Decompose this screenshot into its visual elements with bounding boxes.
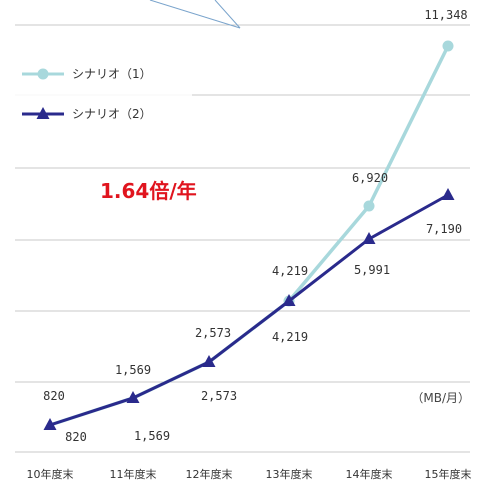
x-tick-label-3: 13年度末	[266, 467, 313, 481]
series-1-label-5: 11,348	[424, 8, 467, 22]
legend-marker-2	[36, 107, 50, 119]
series-layer	[43, 40, 455, 430]
series-1-point-5	[442, 40, 454, 52]
legend-label-1: シナリオ（1）	[72, 67, 152, 81]
growth-annotation: 1.64倍/年	[100, 179, 197, 203]
series-2-point-2	[202, 355, 216, 367]
x-tick-label-5: 15年度末	[425, 467, 472, 481]
series-1-point-4	[363, 200, 375, 212]
label-top-1: 1,569	[115, 363, 151, 377]
series-1-label-3: 4,219	[272, 264, 308, 278]
top-decoration	[149, 0, 241, 29]
x-tick-label-2: 12年度末	[186, 467, 233, 481]
series-2-label-2: 2,573	[201, 389, 237, 403]
x-axis: 10年度末 11年度末 12年度末 13年度末 14年度末 15年度末	[27, 467, 472, 481]
series-2-point-5	[441, 188, 455, 200]
data-labels: 820 1,569 2,573 4,219 6,920 11,348 820 1,569 2,5…	[43, 8, 468, 444]
series-2-label-1: 1,569	[134, 429, 170, 443]
series-2-point-1	[126, 391, 140, 403]
legend: シナリオ（1） シナリオ（2）	[10, 50, 192, 130]
x-tick-label-0: 10年度末	[27, 467, 74, 481]
x-tick-label-1: 11年度末	[110, 467, 157, 481]
x-tick-label-4: 14年度末	[346, 467, 393, 481]
label-top-0: 820	[43, 389, 65, 403]
series-1-label-4: 6,920	[352, 171, 388, 185]
series-2-label-0: 820	[65, 430, 87, 444]
label-top-2: 2,573	[195, 326, 231, 340]
unit-label: （MB/月）	[411, 391, 470, 405]
series-line-2	[48, 193, 450, 427]
series-2-point-0	[43, 418, 57, 430]
series-2-label-5: 7,190	[426, 222, 462, 236]
legend-label-2: シナリオ（2）	[72, 107, 152, 121]
series-2-point-4	[362, 232, 376, 244]
series-2-label-3: 4,219	[272, 330, 308, 344]
legend-marker-1	[37, 68, 49, 80]
series-2-label-4: 5,991	[354, 263, 390, 277]
series-2-point-3	[282, 294, 296, 306]
